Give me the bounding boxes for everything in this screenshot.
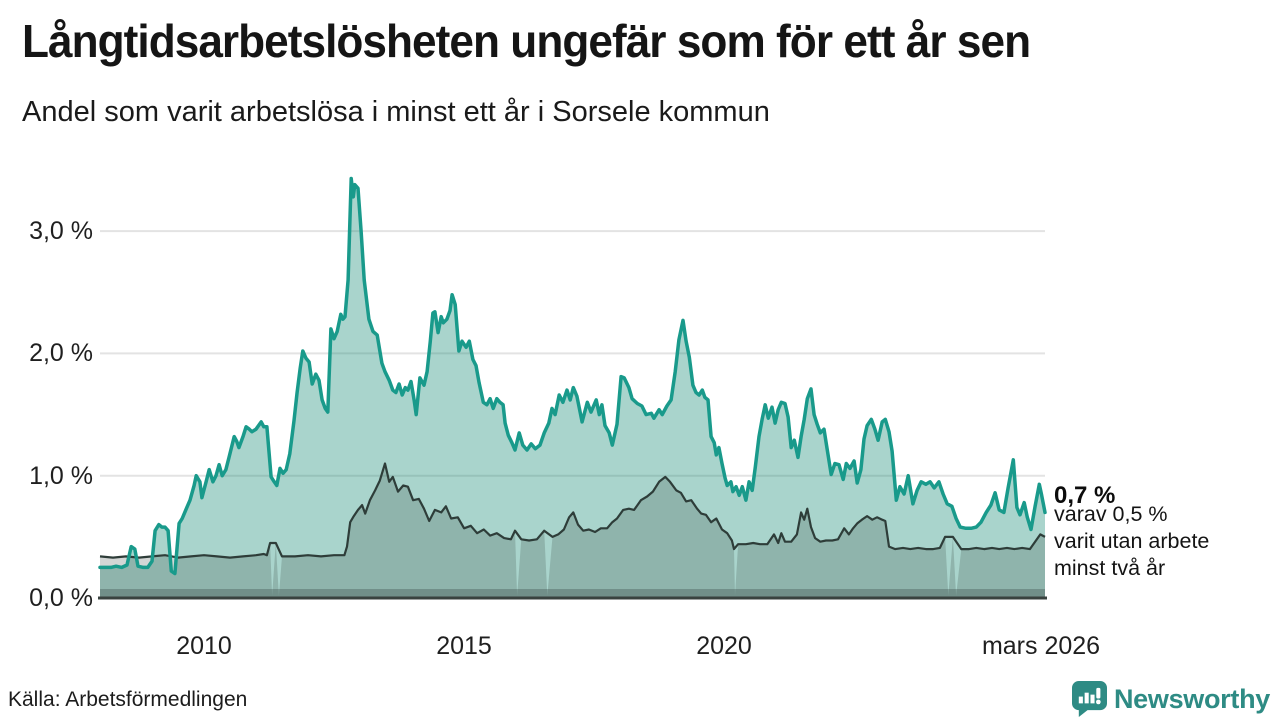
detail-line-2: varit utan arbete: [1054, 529, 1210, 553]
newsworthy-icon: [1071, 681, 1107, 717]
newsworthy-logo: Newsworthy: [1071, 681, 1270, 717]
y-tick-0: 0,0 %: [29, 584, 93, 612]
y-tick-3: 3,0 %: [29, 217, 93, 246]
x-tick-mars-2026: mars 2026: [981, 632, 1101, 660]
series-two-year-area: [100, 463, 1045, 598]
newsworthy-wordmark: Newsworthy: [1113, 683, 1270, 714]
page-title: Långtidsarbetslösheten ungefär som för e…: [22, 15, 1031, 67]
bar-icon: [1078, 696, 1083, 704]
baseline-shade: [100, 589, 1045, 598]
detail-line-1: varav 0,5 %: [1054, 502, 1168, 526]
y-tick-1: 1,0 %: [29, 461, 93, 490]
latest-value-label: 0,7 %: [1054, 482, 1116, 509]
exclamation-icon: [1096, 687, 1101, 699]
x-tick-2015: 2015: [436, 632, 492, 660]
x-tick-2010: 2010: [176, 632, 232, 660]
latest-value-detail: varav 0,5 % varit utan arbete minst två …: [1054, 501, 1209, 582]
detail-line-3: minst två år: [1054, 556, 1166, 580]
gridlines: [100, 230, 1045, 477]
series-one-year-line: [98, 176, 1047, 576]
series-one-year-area: [100, 178, 1045, 598]
source-label: Källa: Arbetsförmedlingen: [8, 688, 248, 711]
series-two-year-line: [99, 462, 1046, 559]
y-tick-2: 2,0 %: [29, 339, 93, 368]
x-tick-2020: 2020: [696, 632, 752, 660]
chart-subtitle: Andel som varit arbetslösa i minst ett å…: [22, 96, 770, 128]
